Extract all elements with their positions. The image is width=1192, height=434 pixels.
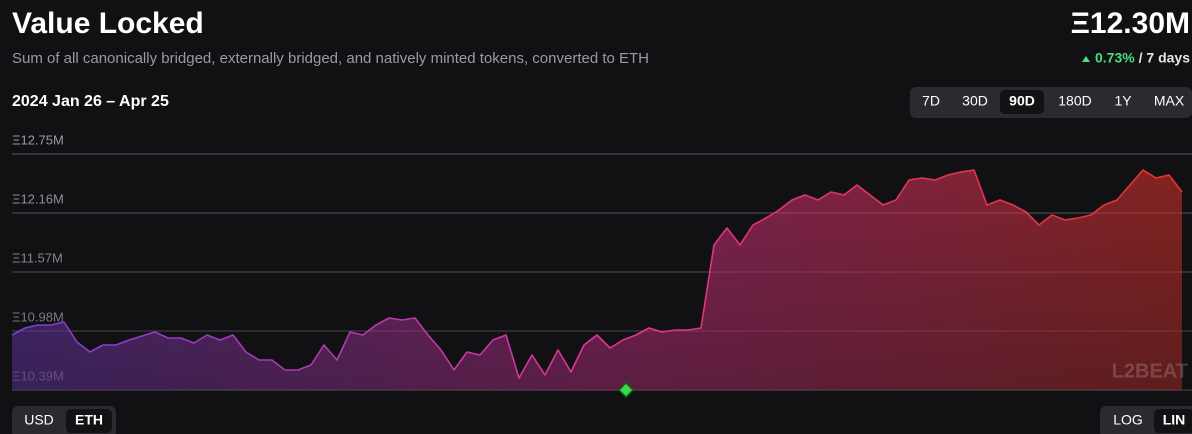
line: [11, 169, 1183, 379]
area-shade: [12, 140, 1192, 390]
watermark: L2BEAT: [1112, 360, 1188, 382]
title: Value Locked: [12, 7, 204, 40]
change-period: / 7 days: [1139, 50, 1191, 66]
toggle-button[interactable]: LOG: [1113, 412, 1143, 428]
range-toggle: [910, 87, 1192, 118]
subtitle: Sum of all canonically bridged, external…: [12, 50, 649, 67]
toggle-button[interactable]: ETH: [75, 412, 103, 428]
total-value: Ξ12.30M: [1071, 7, 1190, 40]
toggle-button[interactable]: 90D: [1009, 93, 1035, 109]
active-button-bg: [1154, 409, 1192, 433]
event-marker[interactable]: [617, 381, 635, 399]
up-arrow: [1082, 56, 1090, 62]
change: 0.73%: [1095, 50, 1135, 66]
date-range: 2024 Jan 26 – Apr 25: [12, 93, 169, 110]
toggle-button[interactable]: USD: [24, 412, 54, 428]
toggle-button[interactable]: LIN: [1163, 412, 1186, 428]
active-button-bg: [66, 409, 112, 433]
plot: Ξ12.75MΞ12.16MΞ11.57MΞ10.98MΞ10.39M: [11, 132, 1192, 391]
active-button-bg: [1000, 90, 1044, 114]
toggle-button[interactable]: 1Y: [1114, 93, 1132, 109]
toggle-button[interactable]: 7D: [922, 93, 940, 109]
toggle-button[interactable]: 30D: [962, 93, 988, 109]
toggle-button[interactable]: MAX: [1154, 93, 1185, 109]
toggle-button[interactable]: 180D: [1058, 93, 1091, 109]
